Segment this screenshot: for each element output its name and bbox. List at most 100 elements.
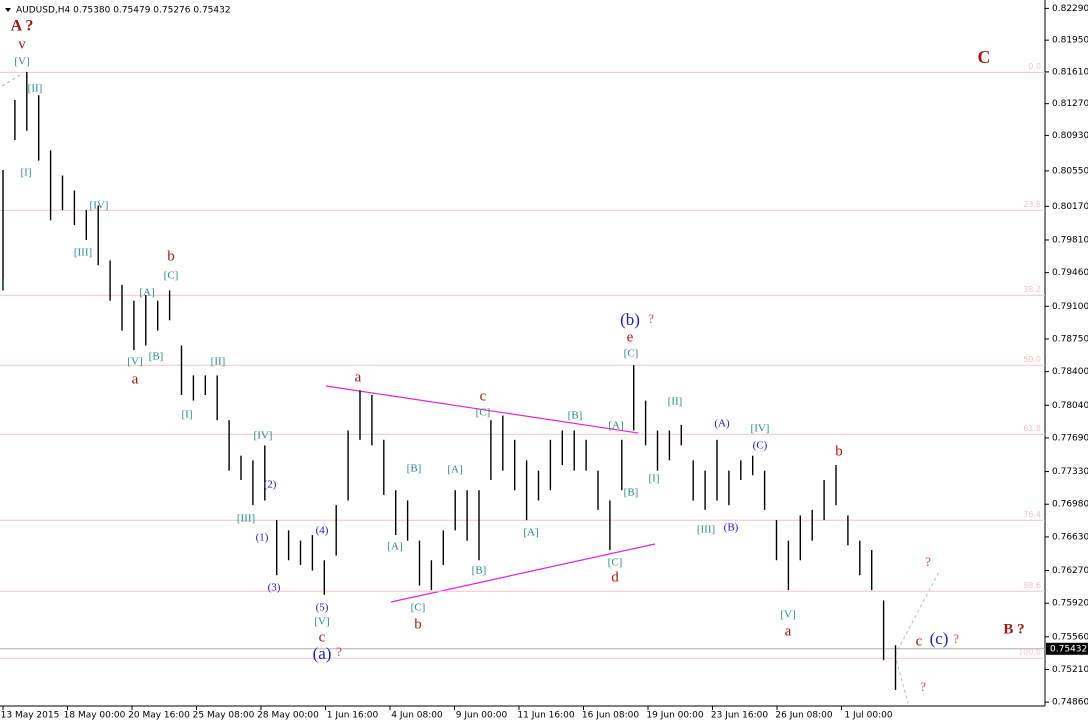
wave-label: a [785,623,792,639]
y-tick-label: 0.75920 [1052,599,1088,609]
y-tick-label: 0.79460 [1052,268,1088,278]
wave-label: b [167,248,175,264]
wave-label: [V] [127,356,142,368]
trend-line [325,385,639,434]
wave-label: (c) [930,629,949,648]
fib-label: 100.0 [1018,648,1041,657]
y-tick-label: 0.76270 [1052,566,1088,576]
wave-label: A ? [11,18,34,35]
x-tick-label: 23 Jun 16:00 [711,711,768,721]
wave-label: (a) [313,644,332,663]
y-tick-label: 0.79100 [1052,302,1088,312]
wave-label: [IV] [90,200,109,212]
wave-label: [V] [780,609,795,621]
x-tick-label: 11 Jun 16:00 [517,711,574,721]
y-tick-label: 0.76630 [1052,532,1088,542]
x-tick-label: 26 Jun 08:00 [775,711,832,721]
wave-label: ? [925,554,931,569]
wave-label: [C] [164,270,179,282]
y-tick-label: 0.82290 [1052,4,1088,14]
wave-label: (1) [256,532,269,544]
fib-label: 38.2 [1023,285,1041,294]
wave-label: C [978,47,991,67]
wave-label: (A) [714,418,730,430]
y-tick-label: 0.81950 [1052,36,1088,46]
wave-label: c [916,633,923,649]
wave-label: (C) [753,440,768,452]
wave-label: a [132,371,139,387]
y-tick-label: 0.74860 [1052,698,1088,708]
fib-label: 61.8 [1023,424,1041,433]
wave-label: c [480,388,487,404]
x-tick-label: 1 Jul 00:00 [844,711,893,721]
wave-label: e [627,329,634,345]
wave-label: ? [336,644,342,659]
forecast-line [894,654,909,704]
wave-label: [V] [314,616,329,628]
x-tick-label: 16 Jun 08:00 [582,711,639,721]
wave-label: c [319,629,326,645]
x-tick-label: 25 May 08:00 [193,711,255,721]
menu-arrow [5,8,11,12]
wave-label: [II] [668,396,683,408]
y-tick-label: 0.79810 [1052,235,1088,245]
y-tick-label: 0.80550 [1052,166,1088,176]
wave-label: [C] [608,557,623,569]
x-tick-label: 20 May 16:00 [128,711,190,721]
wave-label: [C] [411,602,426,614]
wave-label: [II] [28,83,43,95]
y-tick-label: 0.76980 [1052,500,1088,510]
wave-label: ? [648,311,654,326]
wave-label: [III] [697,524,715,536]
y-tick-label: 0.80170 [1052,202,1088,212]
wave-label: [II] [211,356,226,368]
fib-label: 0.0 [1028,62,1041,71]
wave-label: [B] [407,463,422,475]
wave-label: [A] [608,420,623,432]
wave-label: d [611,569,619,585]
fib-label: 23.6 [1023,200,1041,209]
y-tick-label: 0.75560 [1052,632,1088,642]
x-tick-label: 18 May 00:00 [64,711,126,721]
last-price-label: 0.75432 [1050,644,1087,654]
wave-label: [I] [182,409,193,421]
wave-label: [C] [476,407,491,419]
trend-line [390,543,656,603]
wave-label: [V] [14,56,29,68]
wave-label: [III] [74,247,92,259]
forecast-line [894,569,941,656]
x-tick-label: 4 Jun 08:00 [391,711,443,721]
wave-label: (2) [264,479,277,491]
wave-label: [I] [21,167,32,179]
y-tick-label: 0.78040 [1052,401,1088,411]
wave-label: B ? [1003,621,1024,637]
wave-label: b [414,616,422,632]
wave-label: [A] [523,527,538,539]
wave-label: [B] [568,410,583,422]
wave-label: [I] [649,473,660,485]
y-tick-label: 0.77690 [1052,433,1088,443]
wave-label: [IV] [751,423,770,435]
x-tick-label: 28 May 00:00 [257,711,319,721]
fib-label: 88.6 [1023,581,1041,590]
wave-label: ] [1,278,5,290]
chart-title: AUDUSD,H4 0.75380 0.75479 0.75276 0.7543… [16,6,231,16]
wave-label: (B) [724,522,739,534]
wave-label: (b) [620,310,640,329]
wave-label: [B] [149,351,164,363]
wave-label: ? [920,679,926,694]
wave-label: (5) [316,602,329,614]
wave-label: [IV] [254,430,273,442]
wave-label: (4) [316,525,329,537]
wave-label: b [835,443,843,459]
y-tick-label: 0.78400 [1052,367,1088,377]
x-tick-label: 13 May 2015 [1,711,60,721]
y-tick-label: 0.80930 [1052,131,1088,141]
y-tick-label: 0.77330 [1052,467,1088,477]
fib-label: 50.0 [1023,355,1041,364]
x-tick-label: 9 Jun 00:00 [456,711,508,721]
wave-label: [A] [139,287,154,299]
fib-label: 76.4 [1023,510,1041,519]
wave-label: [B] [624,487,639,499]
wave-label: [III] [237,513,255,525]
